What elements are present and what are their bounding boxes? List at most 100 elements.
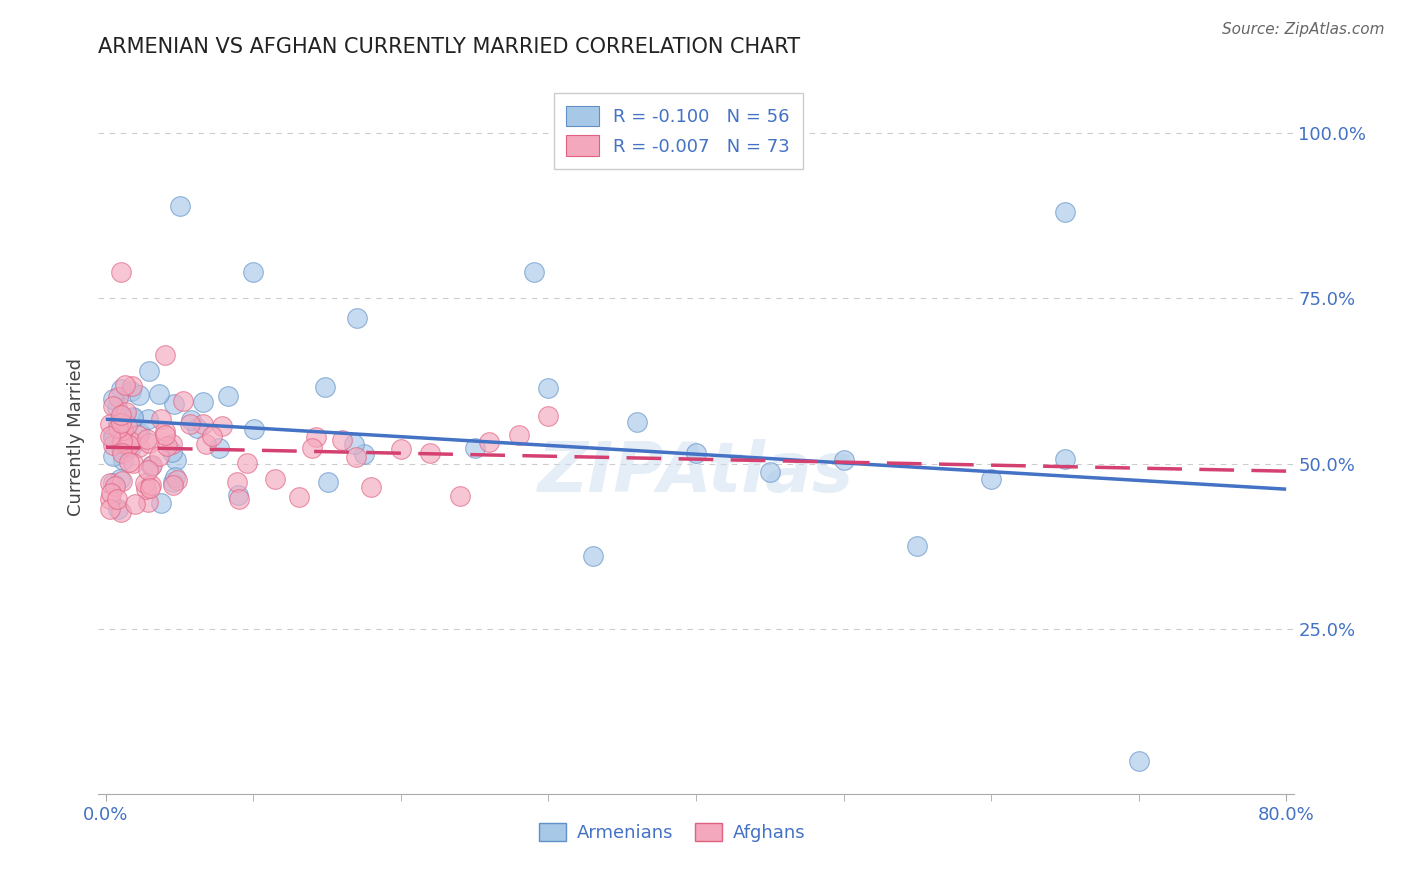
Point	[150, 411, 173, 425]
Point	[121, 411, 143, 425]
Point	[121, 410, 143, 425]
Point	[180, 413, 202, 427]
Point	[136, 432, 159, 446]
Point	[208, 441, 231, 455]
Point	[139, 481, 162, 495]
Point	[980, 472, 1002, 486]
Point	[117, 438, 139, 452]
Point	[389, 442, 412, 456]
Point	[153, 348, 176, 362]
Point	[236, 456, 259, 470]
Point	[114, 404, 136, 418]
Point	[360, 479, 382, 493]
Point	[111, 434, 134, 449]
Point	[111, 446, 134, 460]
Point	[301, 441, 323, 455]
Text: ZIPAtlas: ZIPAtlas	[538, 439, 853, 507]
Point	[149, 496, 172, 510]
Point	[344, 450, 367, 465]
Point	[108, 471, 131, 485]
Point	[98, 429, 121, 443]
Point	[179, 417, 201, 431]
Point	[1053, 205, 1076, 219]
Point	[103, 450, 125, 464]
Point	[120, 440, 142, 454]
Point	[136, 494, 159, 508]
Point	[160, 436, 183, 450]
Point	[165, 453, 187, 467]
Text: ARMENIAN VS AFGHAN CURRENTLY MARRIED CORRELATION CHART: ARMENIAN VS AFGHAN CURRENTLY MARRIED COR…	[98, 37, 800, 56]
Point	[127, 427, 149, 442]
Point	[101, 392, 124, 406]
Point	[110, 409, 132, 423]
Point	[111, 411, 134, 425]
Point	[243, 422, 266, 436]
Point	[148, 450, 170, 464]
Point	[288, 491, 311, 505]
Point	[138, 436, 160, 450]
Point	[105, 400, 128, 414]
Point	[136, 412, 159, 426]
Point	[110, 505, 132, 519]
Point	[162, 477, 184, 491]
Point	[98, 491, 121, 506]
Point	[314, 379, 336, 393]
Point	[191, 395, 214, 409]
Point	[226, 475, 249, 490]
Point	[156, 439, 179, 453]
Point	[111, 423, 134, 437]
Point	[626, 415, 648, 429]
Point	[105, 491, 128, 506]
Point	[101, 431, 124, 445]
Point	[343, 437, 366, 451]
Point	[107, 390, 129, 404]
Point	[1128, 754, 1150, 768]
Point	[346, 311, 368, 326]
Point	[464, 442, 486, 456]
Point	[316, 475, 339, 490]
Point	[162, 475, 184, 489]
Text: Source: ZipAtlas.com: Source: ZipAtlas.com	[1222, 22, 1385, 37]
Point	[136, 463, 159, 477]
Point	[419, 445, 441, 459]
Point	[153, 424, 176, 438]
Point	[100, 485, 122, 500]
Point	[124, 497, 146, 511]
Point	[305, 430, 328, 444]
Point	[101, 476, 124, 491]
Point	[110, 265, 132, 279]
Point	[195, 437, 218, 451]
Point	[166, 473, 188, 487]
Point	[242, 265, 264, 279]
Point	[121, 456, 143, 470]
Point	[163, 470, 186, 484]
Point	[110, 416, 132, 430]
Point	[169, 199, 191, 213]
Point	[98, 417, 121, 431]
Point	[226, 488, 249, 502]
Point	[582, 549, 605, 563]
Point	[112, 452, 135, 467]
Point	[103, 437, 125, 451]
Point	[134, 476, 156, 491]
Point	[104, 479, 127, 493]
Point	[101, 399, 124, 413]
Point	[110, 382, 132, 396]
Point	[478, 434, 501, 449]
Point	[128, 440, 150, 454]
Point	[1053, 452, 1076, 467]
Point	[101, 428, 124, 442]
Point	[191, 417, 214, 432]
Point	[120, 384, 142, 398]
Point	[120, 434, 142, 448]
Point	[186, 421, 208, 435]
Point	[537, 409, 560, 423]
Point	[98, 501, 121, 516]
Point	[153, 428, 176, 442]
Point	[228, 491, 250, 506]
Point	[537, 381, 560, 395]
Point	[139, 458, 162, 473]
Point	[139, 478, 162, 492]
Point	[121, 379, 143, 393]
Point	[111, 474, 134, 488]
